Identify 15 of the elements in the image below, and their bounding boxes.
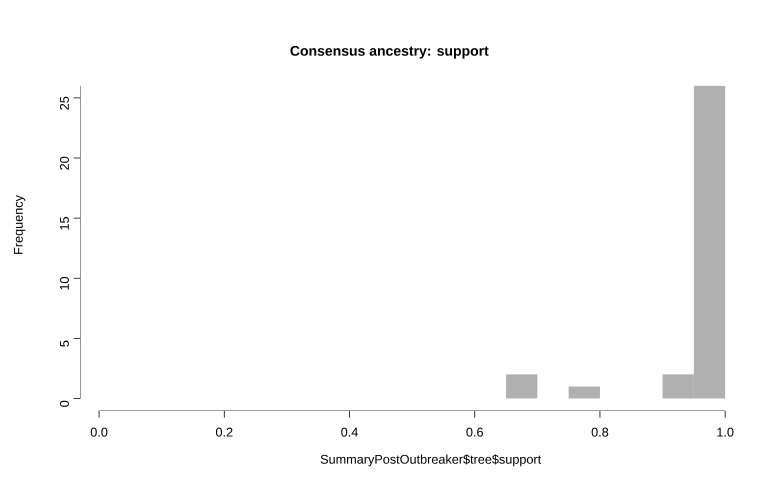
chart-title: Consensus ancestry: support [290, 46, 489, 59]
x-tick-label: 0.2 [216, 428, 232, 437]
y-tick-label: 25 [60, 96, 69, 110]
y-tick-label: 0 [60, 400, 69, 407]
x-tick-label: 0.4 [341, 428, 358, 437]
x-tick-label: 0.0 [90, 428, 108, 437]
x-tick-label: 1.0 [717, 428, 734, 437]
y-tick-label: 15 [60, 216, 69, 230]
y-tick-label: 20 [60, 156, 69, 170]
x-axis-title: SummaryPostOutbreaker$tree$support [320, 454, 542, 466]
y-tick-label: 5 [60, 340, 69, 347]
x-tick-label: 0.6 [466, 428, 483, 437]
y-tick-label: 10 [60, 277, 69, 290]
x-tick-label: 0.8 [592, 428, 608, 437]
y-axis-title: Frequency [14, 195, 26, 254]
